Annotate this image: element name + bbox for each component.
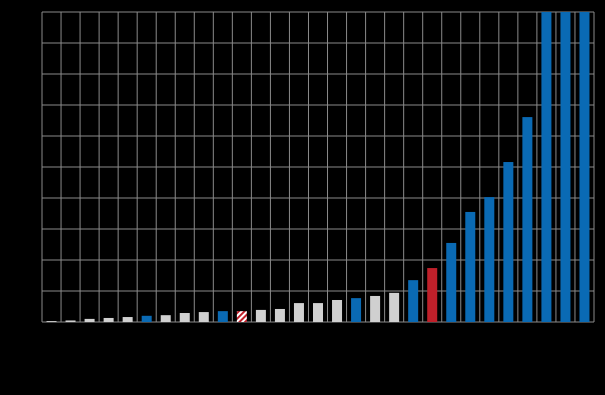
bar: [503, 162, 514, 322]
bar: [389, 292, 400, 322]
bar: [427, 268, 438, 322]
bar: [293, 303, 304, 322]
bar: [370, 295, 381, 322]
bar: [313, 303, 323, 322]
bar: [179, 313, 190, 322]
bar: [484, 197, 495, 322]
bar: [84, 318, 95, 322]
bar: [160, 315, 171, 322]
bar: [141, 315, 152, 322]
bar: [541, 12, 552, 322]
y-tick-label: 10: [24, 6, 36, 18]
y-tick-label: 1: [30, 285, 36, 297]
bar: [332, 299, 343, 322]
bar: [46, 321, 57, 322]
y-tick-label: 5: [30, 161, 36, 173]
bar: [274, 308, 285, 322]
bar: [408, 280, 419, 322]
bar: [103, 317, 114, 322]
y-tick-label: 0: [30, 316, 36, 328]
y-tick-label: 6: [30, 130, 36, 142]
y-tick-label: 2: [30, 254, 36, 266]
bar: [446, 242, 457, 322]
bar: [255, 309, 266, 322]
bar: [198, 312, 209, 322]
bar: [236, 311, 247, 322]
bar: [351, 298, 362, 322]
bar: [465, 211, 476, 322]
bar: [122, 317, 133, 322]
y-tick-label: 9: [30, 37, 36, 49]
y-tick-label: 7: [30, 99, 36, 111]
bar: [522, 117, 533, 322]
y-tick-label: 4: [30, 192, 36, 204]
bar: [65, 320, 76, 322]
bar: [560, 12, 571, 322]
y-tick-label: 3: [30, 223, 36, 235]
bar: [217, 311, 228, 322]
bar: [579, 12, 590, 322]
y-tick-label: 8: [30, 68, 36, 80]
